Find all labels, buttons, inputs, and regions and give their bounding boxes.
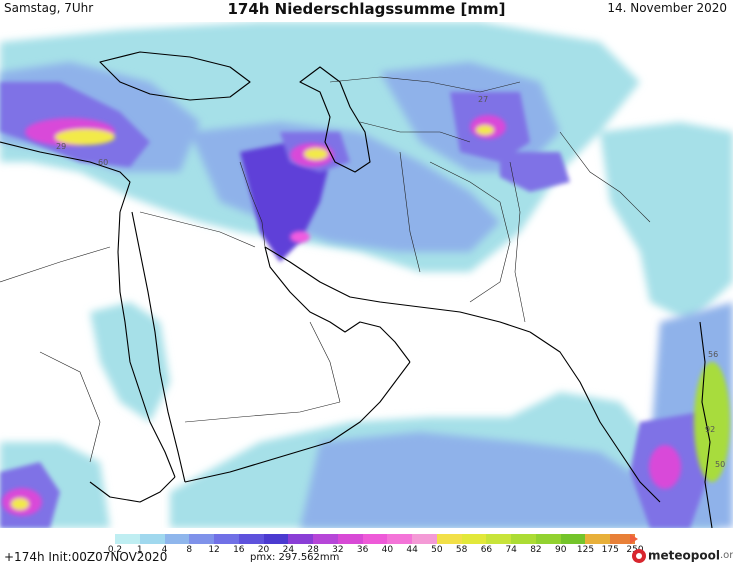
precip-peak-turkey bbox=[55, 129, 115, 145]
precip-heavy-zagros bbox=[240, 142, 330, 262]
colorbar-tick-label: 8 bbox=[186, 545, 193, 555]
colorbar-tick-labels: 0.2 1 4 8 12 16 20 24 28 32 36 40 44 50 58 66 74 82 90 125 1… bbox=[108, 545, 644, 557]
colorbar-segment bbox=[238, 534, 265, 544]
colorbar-tick-label: 12 bbox=[208, 545, 220, 555]
precip-peak-pamir bbox=[476, 125, 494, 135]
brand-logo: meteopool.org bbox=[632, 545, 733, 563]
colorbar-segment bbox=[313, 534, 339, 544]
border-china-india bbox=[559, 131, 651, 223]
colorbar-tick-label: 36 bbox=[356, 545, 369, 555]
colorbar-tick-label: 125 bbox=[576, 545, 595, 555]
coast-east-africa bbox=[699, 321, 713, 528]
colorbar-segment bbox=[610, 534, 636, 544]
colorbar-tick-label: 28 bbox=[307, 545, 319, 555]
colorbar-tick-label: 90 bbox=[554, 545, 567, 555]
brand-tld: .org bbox=[719, 550, 733, 561]
colorbar-segment bbox=[412, 534, 438, 544]
map-value-label: 60 bbox=[98, 158, 108, 167]
colorbar-tick-label: 44 bbox=[406, 545, 418, 555]
header-bar: Samstag, 7Uhr 174h Niederschlagssumme [m… bbox=[0, 0, 733, 22]
colorbar-segment bbox=[288, 534, 314, 544]
coast-africa-horn bbox=[89, 476, 176, 503]
colorbar-tick-label: 50 bbox=[431, 545, 443, 555]
colorbar-segment bbox=[362, 534, 388, 544]
border-iran-afghan bbox=[399, 151, 421, 273]
brand-name: meteopool bbox=[648, 548, 720, 563]
coastlines bbox=[0, 51, 713, 528]
border-kazakh bbox=[329, 76, 521, 93]
map-value-label: 56 bbox=[708, 350, 718, 359]
colorbar-segment bbox=[263, 534, 289, 544]
colorbar-tick-label: 4 bbox=[161, 545, 168, 555]
max-precip-label: pmx: 297.562mm bbox=[250, 552, 340, 563]
country-borders bbox=[0, 76, 651, 463]
coast-mediterranean-east bbox=[0, 141, 131, 213]
colorbar-tick-label: 74 bbox=[505, 545, 517, 555]
colorbar-segment bbox=[560, 534, 586, 544]
init-time-label: +174h Init:00Z07NOV2020 bbox=[4, 550, 168, 564]
colorbar-segment bbox=[486, 534, 512, 544]
border-pak-india bbox=[509, 161, 526, 323]
map-value-label: 92 bbox=[705, 425, 715, 434]
colorbar-segment bbox=[436, 534, 463, 544]
map-value-label: 29 bbox=[56, 142, 66, 151]
precip-peak-africa bbox=[11, 498, 29, 510]
colorbar bbox=[115, 534, 636, 544]
colorbar-tick-label: 32 bbox=[332, 545, 344, 555]
coast-red-sea-west bbox=[117, 211, 176, 478]
colorbar-segment bbox=[585, 534, 611, 544]
meteopool-logo-icon bbox=[632, 548, 646, 563]
colorbar-segment bbox=[387, 534, 413, 544]
border-saudi-east bbox=[309, 321, 341, 403]
precip-heavy-himalaya bbox=[500, 152, 570, 192]
border-iraq-iran bbox=[239, 161, 266, 248]
map-value-label: 27 bbox=[478, 95, 488, 104]
colorbar-tick-label: 40 bbox=[381, 545, 394, 555]
precip-intense-southeast bbox=[649, 445, 681, 489]
colorbar-tick-label: 0.2 bbox=[107, 545, 123, 555]
valid-day-time: Samstag, 7Uhr bbox=[4, 1, 94, 15]
coast-red-sea-east bbox=[131, 211, 186, 483]
border-saudi-north bbox=[139, 211, 256, 248]
valid-date: 14. November 2020 bbox=[607, 1, 727, 15]
colorbar-segment bbox=[535, 534, 562, 544]
colorbar-tick-label: 24 bbox=[282, 545, 295, 555]
colorbar-tick-label: 58 bbox=[455, 545, 468, 555]
colorbar-tick-label: 20 bbox=[257, 545, 270, 555]
colorbar-segment bbox=[164, 534, 190, 544]
map-value-labels: 29 60 27 56 92 50 bbox=[56, 95, 725, 469]
precip-moderate-ocean bbox=[300, 432, 680, 528]
colorbar-tick-label: 66 bbox=[480, 545, 493, 555]
colorbar-tick-label: 1 bbox=[136, 545, 143, 555]
colorbar-tick-label: 16 bbox=[233, 545, 245, 555]
colorbar-segment bbox=[214, 534, 240, 544]
map-value-label: 50 bbox=[715, 460, 725, 469]
colorbar-tick-label: 82 bbox=[530, 545, 542, 555]
colorbar-overflow-arrow bbox=[630, 534, 638, 544]
coast-caspian bbox=[299, 66, 371, 173]
border-sudan-ethiopia bbox=[39, 351, 101, 463]
colorbar-segment bbox=[511, 534, 537, 544]
legend-bar: 0.2 1 4 8 12 16 20 24 28 32 36 40 44 50 58 66 74 82 90 125 1… bbox=[0, 528, 733, 566]
coast-india-west bbox=[529, 331, 661, 503]
colorbar-segment bbox=[115, 534, 141, 544]
colorbar-segment bbox=[461, 534, 487, 544]
coast-oman-gulf bbox=[264, 246, 411, 363]
precip-peak-azerbaijan bbox=[304, 148, 328, 160]
colorbar-segment bbox=[139, 534, 165, 544]
colorbar-tick-label: 175 bbox=[601, 545, 619, 555]
colorbar-segment bbox=[189, 534, 215, 544]
precip-east-band bbox=[600, 122, 733, 322]
precipitation-map: 29 60 27 56 92 50 bbox=[0, 22, 733, 528]
coast-persian-gulf-north bbox=[264, 246, 531, 333]
coast-black-sea bbox=[99, 51, 251, 101]
border-egypt-sudan bbox=[0, 246, 111, 283]
colorbar-segment bbox=[337, 534, 364, 544]
map-title: 174h Niederschlagssumme [mm] bbox=[227, 0, 506, 18]
border-saudi-yemen bbox=[184, 401, 341, 423]
border-turkmen bbox=[359, 121, 471, 143]
border-afghan-pak bbox=[429, 161, 511, 303]
precip-intense-zagros bbox=[290, 231, 310, 243]
coast-arabia-south bbox=[184, 361, 411, 483]
